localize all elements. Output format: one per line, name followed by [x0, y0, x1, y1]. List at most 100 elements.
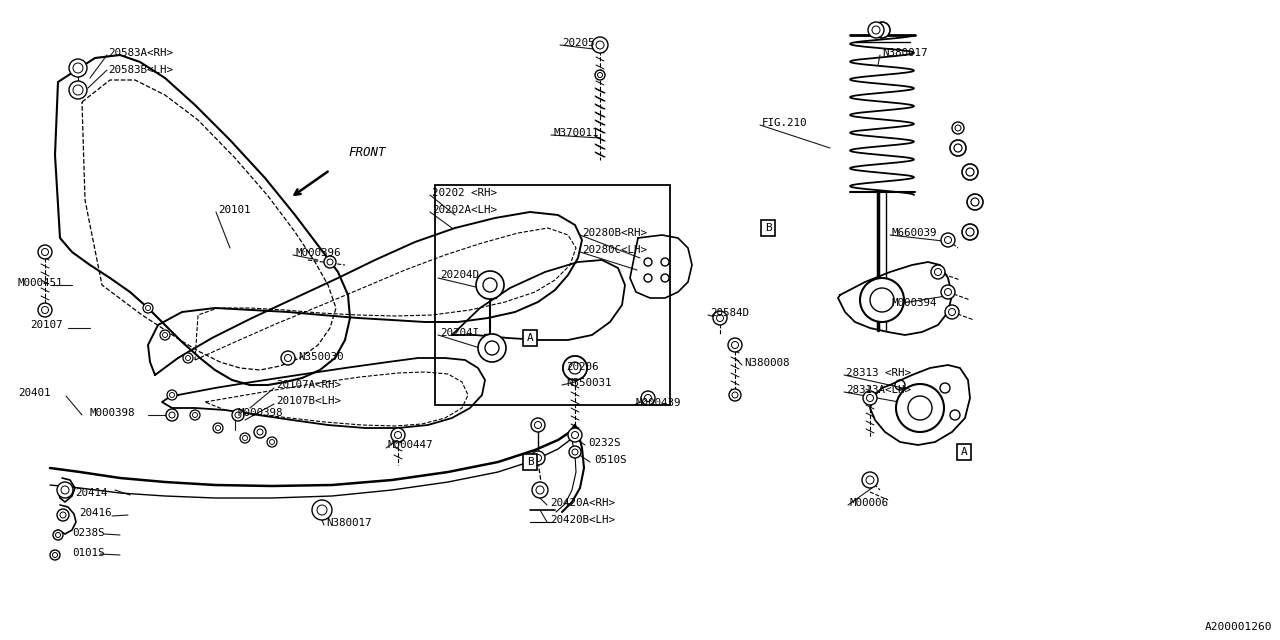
Text: 20202A<LH>: 20202A<LH>	[433, 205, 497, 215]
Circle shape	[52, 530, 63, 540]
Text: N380017: N380017	[326, 518, 371, 528]
Text: B: B	[764, 223, 772, 233]
Text: N380017: N380017	[882, 48, 928, 58]
Circle shape	[160, 330, 170, 340]
Text: 20107B<LH>: 20107B<LH>	[276, 396, 340, 406]
Text: 20204D: 20204D	[440, 270, 479, 280]
Text: M660039: M660039	[892, 228, 937, 238]
Text: M000439: M000439	[636, 398, 681, 408]
Text: 20202 <RH>: 20202 <RH>	[433, 188, 497, 198]
Circle shape	[641, 391, 655, 405]
Text: 0510S: 0510S	[594, 455, 626, 465]
Circle shape	[268, 437, 276, 447]
Circle shape	[143, 303, 154, 313]
Circle shape	[531, 418, 545, 432]
Circle shape	[166, 390, 177, 400]
Text: 20583B<LH>: 20583B<LH>	[108, 65, 173, 75]
Text: 20583A<RH>: 20583A<RH>	[108, 48, 173, 58]
Text: 28313 <RH>: 28313 <RH>	[846, 368, 911, 378]
Text: N350030: N350030	[298, 352, 343, 362]
Text: 28313A<LH>: 28313A<LH>	[846, 385, 911, 395]
Circle shape	[212, 423, 223, 433]
Circle shape	[477, 334, 506, 362]
Text: 20280C<LH>: 20280C<LH>	[582, 245, 646, 255]
Text: 20280B<RH>: 20280B<RH>	[582, 228, 646, 238]
Text: 0232S: 0232S	[588, 438, 621, 448]
Text: M370011: M370011	[554, 128, 599, 138]
Circle shape	[532, 482, 548, 498]
Circle shape	[253, 426, 266, 438]
Circle shape	[58, 509, 69, 521]
Circle shape	[38, 245, 52, 259]
Text: M000398: M000398	[238, 408, 283, 418]
Text: 20206: 20206	[566, 362, 599, 372]
Text: M000396: M000396	[296, 248, 342, 258]
Circle shape	[69, 81, 87, 99]
Text: 20584D: 20584D	[710, 308, 749, 318]
Circle shape	[931, 265, 945, 279]
Circle shape	[563, 356, 588, 380]
Text: M000447: M000447	[388, 440, 434, 450]
Text: 20101: 20101	[218, 205, 251, 215]
Circle shape	[868, 22, 884, 38]
Text: 20107A<RH>: 20107A<RH>	[276, 380, 340, 390]
Text: 20401: 20401	[18, 388, 50, 398]
Text: M000451: M000451	[18, 278, 64, 288]
Circle shape	[38, 303, 52, 317]
Circle shape	[189, 410, 200, 420]
Circle shape	[713, 311, 727, 325]
Circle shape	[58, 482, 73, 498]
Circle shape	[896, 384, 945, 432]
Circle shape	[50, 550, 60, 560]
Text: 20107: 20107	[29, 320, 63, 330]
Text: A: A	[960, 447, 968, 457]
Text: M00006: M00006	[850, 498, 890, 508]
Circle shape	[861, 472, 878, 488]
Bar	[435, 185, 669, 405]
Text: 20205: 20205	[562, 38, 594, 48]
Circle shape	[728, 338, 742, 352]
Circle shape	[860, 278, 904, 322]
Text: 20416: 20416	[79, 508, 111, 518]
Circle shape	[945, 305, 959, 319]
Text: 20414: 20414	[76, 488, 108, 498]
Text: FRONT: FRONT	[348, 145, 385, 159]
Circle shape	[312, 500, 332, 520]
Text: 20204I: 20204I	[440, 328, 479, 338]
Circle shape	[952, 122, 964, 134]
Text: 20420A<RH>: 20420A<RH>	[550, 498, 614, 508]
Circle shape	[966, 194, 983, 210]
Circle shape	[531, 451, 545, 465]
Circle shape	[950, 140, 966, 156]
Circle shape	[568, 428, 582, 442]
Circle shape	[963, 164, 978, 180]
Text: 0238S: 0238S	[72, 528, 105, 538]
Circle shape	[241, 433, 250, 443]
Circle shape	[166, 409, 178, 421]
Circle shape	[282, 351, 294, 365]
Text: 0101S: 0101S	[72, 548, 105, 558]
Text: M000398: M000398	[90, 408, 136, 418]
Circle shape	[563, 356, 588, 380]
Text: N380008: N380008	[744, 358, 790, 368]
Text: M000394: M000394	[892, 298, 937, 308]
Circle shape	[874, 22, 890, 38]
Circle shape	[183, 353, 193, 363]
Circle shape	[730, 389, 741, 401]
Text: 20420B<LH>: 20420B<LH>	[550, 515, 614, 525]
Circle shape	[591, 37, 608, 53]
Circle shape	[863, 391, 877, 405]
Circle shape	[941, 285, 955, 299]
Circle shape	[232, 409, 244, 421]
Circle shape	[570, 446, 581, 458]
Text: B: B	[526, 457, 534, 467]
Circle shape	[941, 233, 955, 247]
Circle shape	[476, 271, 504, 299]
Text: FIG.210: FIG.210	[762, 118, 808, 128]
Text: N350031: N350031	[566, 378, 612, 388]
Circle shape	[324, 256, 335, 268]
Circle shape	[595, 70, 605, 80]
Text: A200001260: A200001260	[1204, 622, 1272, 632]
Text: A: A	[526, 333, 534, 343]
Circle shape	[390, 428, 404, 442]
